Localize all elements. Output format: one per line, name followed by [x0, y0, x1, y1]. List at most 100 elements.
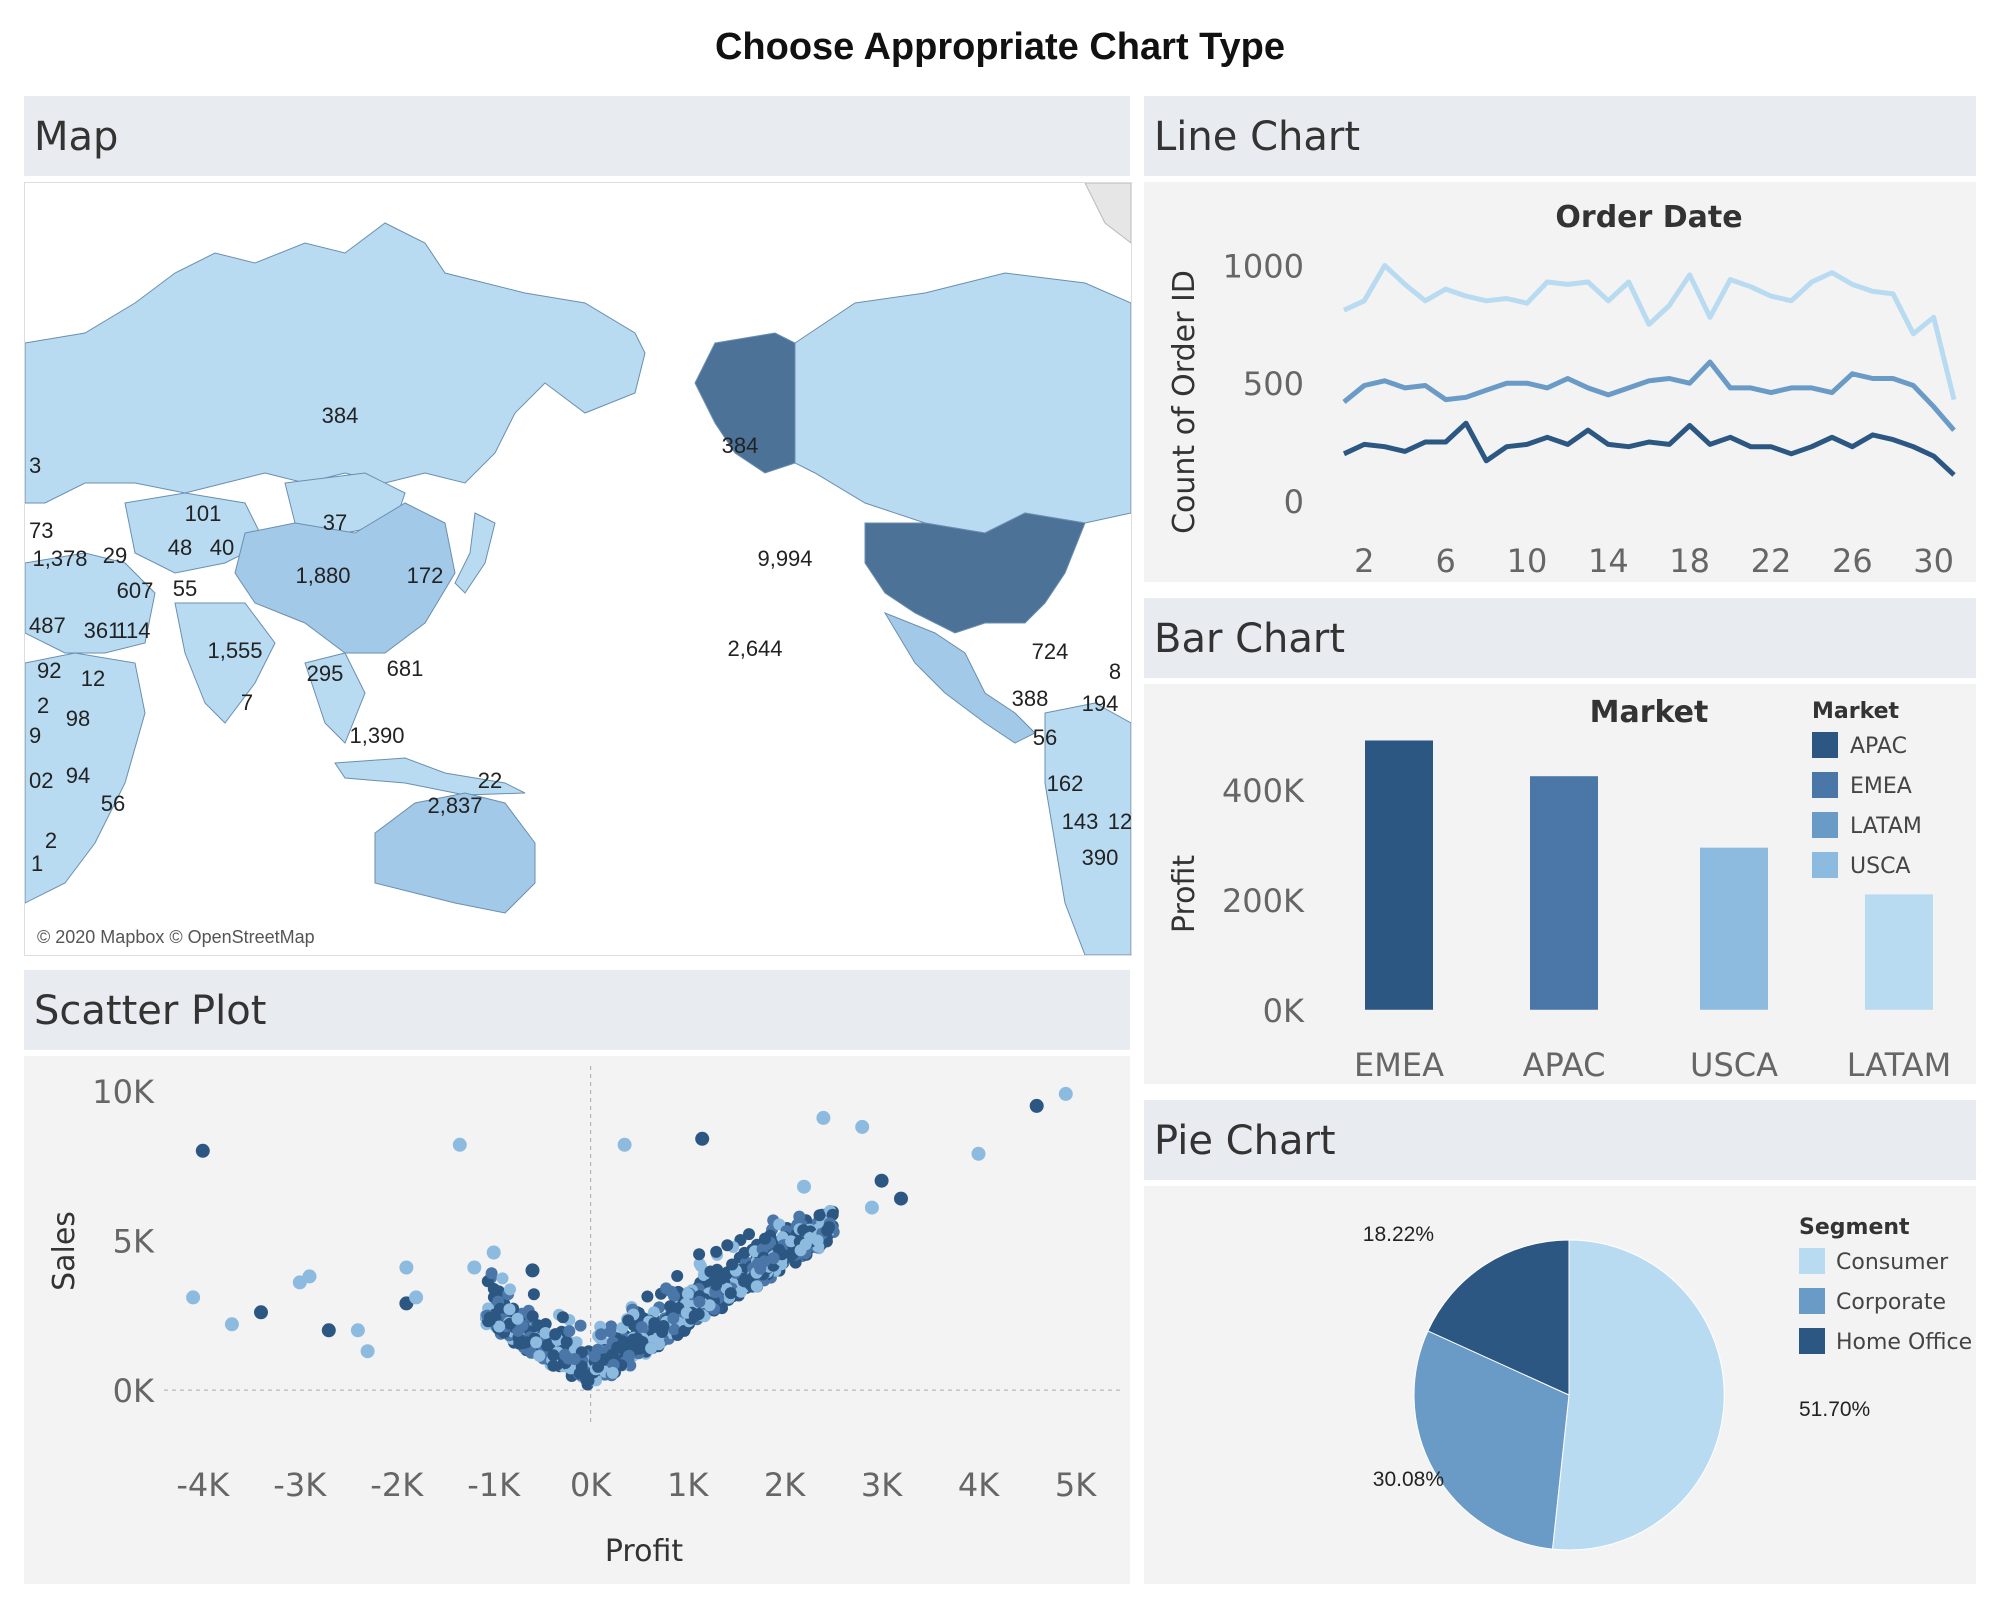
scatter-point[interactable]	[350, 1323, 365, 1338]
scatter-point[interactable]	[667, 1312, 680, 1325]
scatter-point[interactable]	[568, 1353, 581, 1365]
scatter-point[interactable]	[710, 1278, 723, 1291]
bar-usca[interactable]	[1700, 847, 1768, 1010]
scatter-point[interactable]	[486, 1245, 501, 1260]
scatter-point[interactable]	[724, 1287, 737, 1300]
scatter-point[interactable]	[504, 1283, 516, 1296]
scatter-point[interactable]	[693, 1257, 706, 1270]
scatter-point[interactable]	[195, 1143, 210, 1158]
scatter-point[interactable]	[855, 1119, 870, 1134]
map-canvas[interactable]: 384 384 9,994 2,644 1,880 1,555 1,390 2,837 101 3…	[24, 182, 1132, 956]
scatter-point[interactable]	[1029, 1098, 1044, 1113]
scatter-point[interactable]	[688, 1309, 701, 1322]
scatter-point[interactable]	[588, 1350, 601, 1363]
scatter-point[interactable]	[660, 1282, 673, 1295]
scatter-point[interactable]	[613, 1341, 626, 1353]
scatter-point[interactable]	[592, 1360, 605, 1373]
bar-chart[interactable]: Market Profit 0K 200K 400K EMEA APAC USCA LATAM M…	[1144, 684, 1976, 1084]
scatter-point[interactable]	[547, 1349, 560, 1362]
scatter-point[interactable]	[750, 1280, 763, 1293]
pie-slice-home-office[interactable]	[1427, 1239, 1570, 1396]
bar-panel[interactable]: Market Profit 0K 200K 400K EMEA APAC USCA LATAM M…	[1144, 684, 1976, 1084]
scatter-point[interactable]	[617, 1137, 632, 1152]
scatter-point[interactable]	[574, 1319, 587, 1332]
scatter-point[interactable]	[526, 1310, 539, 1323]
scatter-point[interactable]	[321, 1323, 336, 1338]
scatter-point[interactable]	[530, 1336, 543, 1349]
scatter-point[interactable]	[797, 1224, 810, 1237]
scatter-point[interactable]	[541, 1339, 554, 1352]
scatter-point[interactable]	[711, 1263, 724, 1276]
scatter-point[interactable]	[525, 1263, 540, 1278]
scatter-point[interactable]	[452, 1137, 467, 1152]
scatter-point[interactable]	[513, 1337, 526, 1350]
scatter-point[interactable]	[641, 1290, 654, 1303]
scatter-point[interactable]	[695, 1131, 710, 1146]
scatter-point[interactable]	[823, 1221, 836, 1234]
line-series-mid[interactable]	[1342, 359, 1956, 432]
pie-panel[interactable]: 51.70% 30.08% 18.22% Segment Consumer Corpora…	[1144, 1186, 1976, 1584]
scatter-chart[interactable]: 0K 5K 10K -4K -3K -2K -1K 0K 1K 2K 3K 4K 5K Profit Sal…	[24, 1056, 1130, 1584]
scatter-point[interactable]	[549, 1328, 562, 1341]
scatter-point[interactable]	[735, 1285, 747, 1298]
scatter-point[interactable]	[409, 1290, 424, 1305]
scatter-point[interactable]	[467, 1260, 482, 1275]
scatter-point[interactable]	[894, 1191, 908, 1206]
scatter-point[interactable]	[1058, 1086, 1073, 1101]
scatter-point[interactable]	[186, 1290, 201, 1305]
pie-slice-corporate[interactable]	[1413, 1330, 1570, 1550]
scatter-point[interactable]	[558, 1348, 571, 1361]
scatter-panel[interactable]: 0K 5K 10K -4K -3K -2K -1K 0K 1K 2K 3K 4K 5K Profit Sal…	[24, 1056, 1130, 1584]
scatter-point[interactable]	[606, 1366, 619, 1379]
scatter-point[interactable]	[799, 1238, 812, 1251]
map-panel[interactable]: 384 384 9,994 2,644 1,880 1,555 1,390 2,837 101 3…	[24, 182, 1132, 956]
scatter-point[interactable]	[533, 1349, 546, 1362]
scatter-point[interactable]	[511, 1312, 524, 1325]
scatter-point[interactable]	[496, 1272, 509, 1285]
scatter-point[interactable]	[582, 1374, 595, 1387]
bar-apac[interactable]	[1530, 776, 1598, 1010]
scatter-point[interactable]	[759, 1232, 771, 1245]
scatter-point[interactable]	[752, 1257, 764, 1270]
scatter-point[interactable]	[767, 1252, 780, 1265]
pie-slice-consumer[interactable]	[1551, 1239, 1725, 1551]
scatter-point[interactable]	[483, 1314, 496, 1327]
scatter-point[interactable]	[667, 1323, 680, 1336]
scatter-point[interactable]	[738, 1275, 751, 1288]
scatter-point[interactable]	[671, 1270, 684, 1282]
scatter-point[interactable]	[656, 1326, 669, 1338]
scatter-point[interactable]	[797, 1179, 811, 1194]
scatter-point[interactable]	[570, 1336, 583, 1349]
scatter-point[interactable]	[493, 1320, 506, 1333]
scatter-point[interactable]	[710, 1245, 723, 1258]
scatter-point[interactable]	[503, 1303, 516, 1316]
scatter-point[interactable]	[399, 1260, 414, 1275]
scatter-point[interactable]	[678, 1324, 691, 1337]
scatter-point[interactable]	[693, 1248, 706, 1261]
scatter-point[interactable]	[816, 1110, 831, 1125]
scatter-point[interactable]	[636, 1336, 649, 1348]
line-series-dark[interactable]	[1342, 420, 1956, 477]
scatter-point[interactable]	[622, 1314, 635, 1327]
scatter-point[interactable]	[874, 1173, 889, 1188]
pie-chart[interactable]: 51.70% 30.08% 18.22% Segment Consumer Corpora…	[1144, 1186, 1976, 1584]
scatter-point[interactable]	[864, 1200, 879, 1215]
scatter-point[interactable]	[604, 1325, 617, 1338]
scatter-point[interactable]	[726, 1258, 739, 1271]
scatter-point[interactable]	[664, 1300, 677, 1313]
scatter-point[interactable]	[556, 1311, 569, 1324]
scatter-point[interactable]	[532, 1319, 545, 1332]
scatter-point[interactable]	[302, 1269, 317, 1284]
scatter-point[interactable]	[721, 1239, 734, 1252]
scatter-point[interactable]	[487, 1282, 500, 1295]
scatter-point[interactable]	[693, 1295, 706, 1308]
scatter-point[interactable]	[360, 1344, 375, 1359]
scatter-point[interactable]	[623, 1349, 635, 1362]
scatter-point[interactable]	[254, 1305, 268, 1320]
scatter-point[interactable]	[547, 1359, 560, 1372]
scatter-point[interactable]	[681, 1287, 694, 1300]
scatter-point[interactable]	[703, 1299, 716, 1312]
scatter-point[interactable]	[595, 1328, 608, 1341]
scatter-point[interactable]	[645, 1342, 658, 1355]
